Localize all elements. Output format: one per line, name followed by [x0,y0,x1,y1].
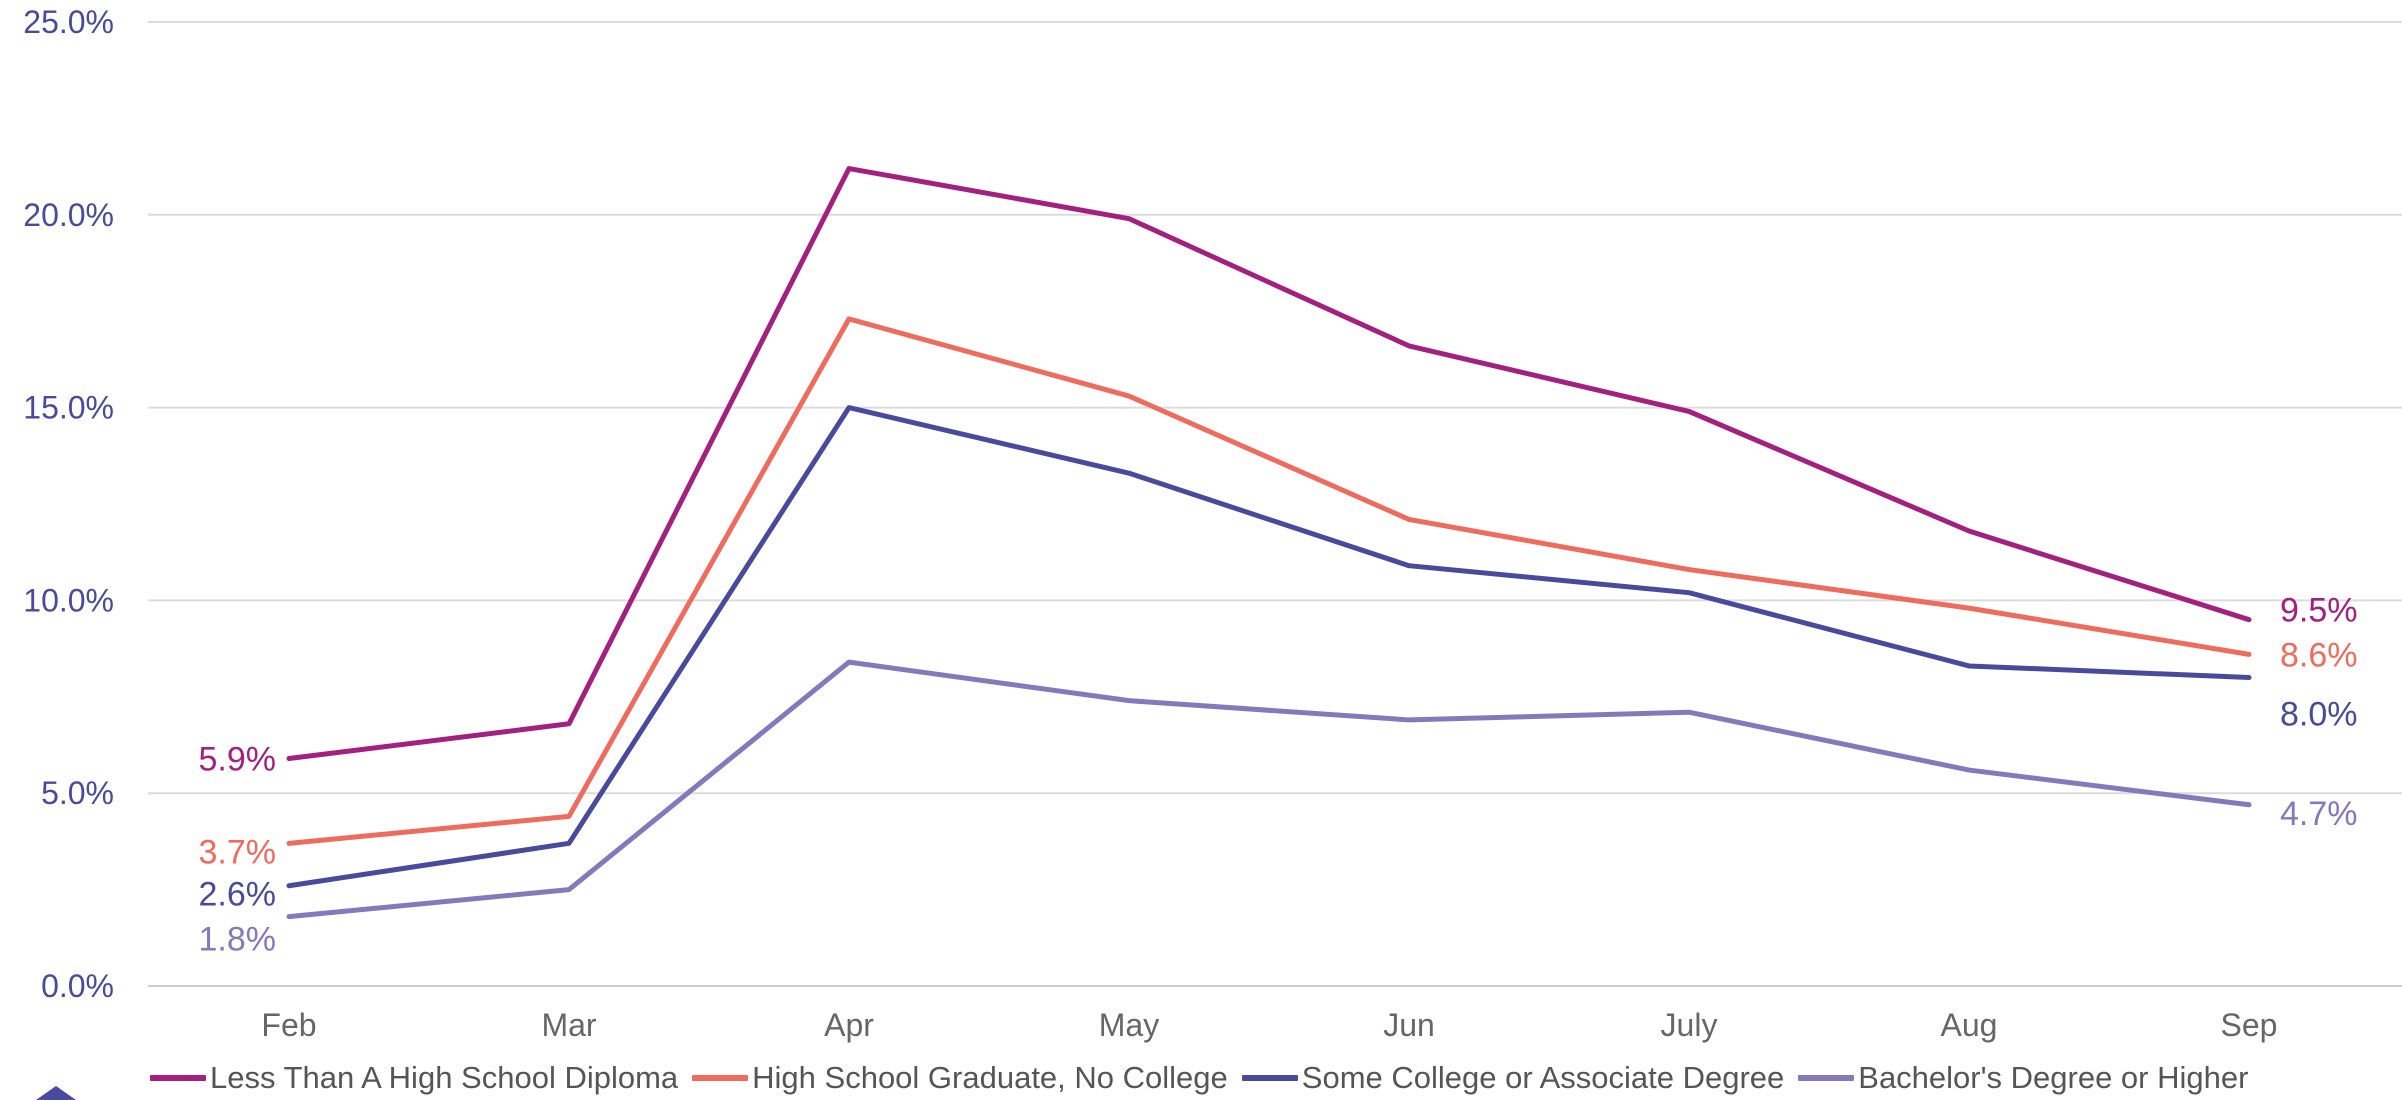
start-value-label: 2.6% [199,876,277,914]
legend: Less Than A High School Diploma High Scho… [150,1058,2262,1098]
start-value-label: 3.7% [199,833,277,871]
series-line [286,405,2252,889]
y-axis: 0.0% 5.0% 10.0% 15.0% 20.0% 25.0% [23,4,114,1004]
legend-swatch [692,1075,749,1081]
y-tick-label: 0.0% [41,968,114,1004]
legend-label: High School Graduate, No College [752,1060,1228,1095]
series-line [286,316,2252,846]
legend-item: High School Graduate, No College [692,1060,1228,1096]
x-tick-label: Feb [261,1007,316,1043]
legend-label: Less Than A High School Diploma [210,1060,679,1095]
start-value-label: 5.9% [199,740,277,778]
end-value-label: 9.5% [2280,592,2358,630]
series-line [286,659,2252,920]
x-tick-label: Jun [1383,1007,1435,1043]
end-value-label: 8.0% [2280,696,2358,734]
y-tick-label: 15.0% [23,390,114,426]
start-value-label: 1.8% [199,921,277,959]
x-tick-label: Sep [2221,1007,2278,1043]
data-labels: 5.9% 9.5% 3.7% 8.6% 2.6% 8.0% 1.8% 4.7% [199,592,2358,959]
legend-label: Some College or Associate Degree [1301,1060,1785,1095]
legend-swatch [1798,1075,1855,1081]
end-value-label: 4.7% [2280,795,2358,833]
y-tick-label: 25.0% [23,4,114,40]
legend-label: Bachelor's Degree or Higher [1858,1060,2249,1095]
y-tick-label: 20.0% [23,197,114,233]
legend-item: Bachelor's Degree or Higher [1798,1060,2248,1096]
x-tick-label: Apr [824,1007,874,1043]
y-tick-label: 10.0% [23,582,114,618]
logo-icon [36,1086,76,1100]
legend-swatch [1241,1075,1298,1081]
x-tick-label: Aug [1941,1007,1998,1043]
x-axis: Feb Mar Apr May Jun July Aug Sep [261,1007,2277,1043]
legend-item: Less Than A High School Diploma [150,1060,678,1096]
series-lines [286,166,2252,920]
x-tick-label: July [1661,1007,1718,1043]
x-tick-label: Mar [541,1007,596,1043]
grid-lines [148,21,2402,987]
series-line [286,166,2252,761]
y-tick-label: 5.0% [41,775,114,811]
x-tick-label: May [1099,1007,1159,1043]
legend-swatch [150,1075,206,1081]
legend-item: Some College or Associate Degree [1241,1060,1785,1096]
end-value-label: 8.6% [2280,636,2358,674]
